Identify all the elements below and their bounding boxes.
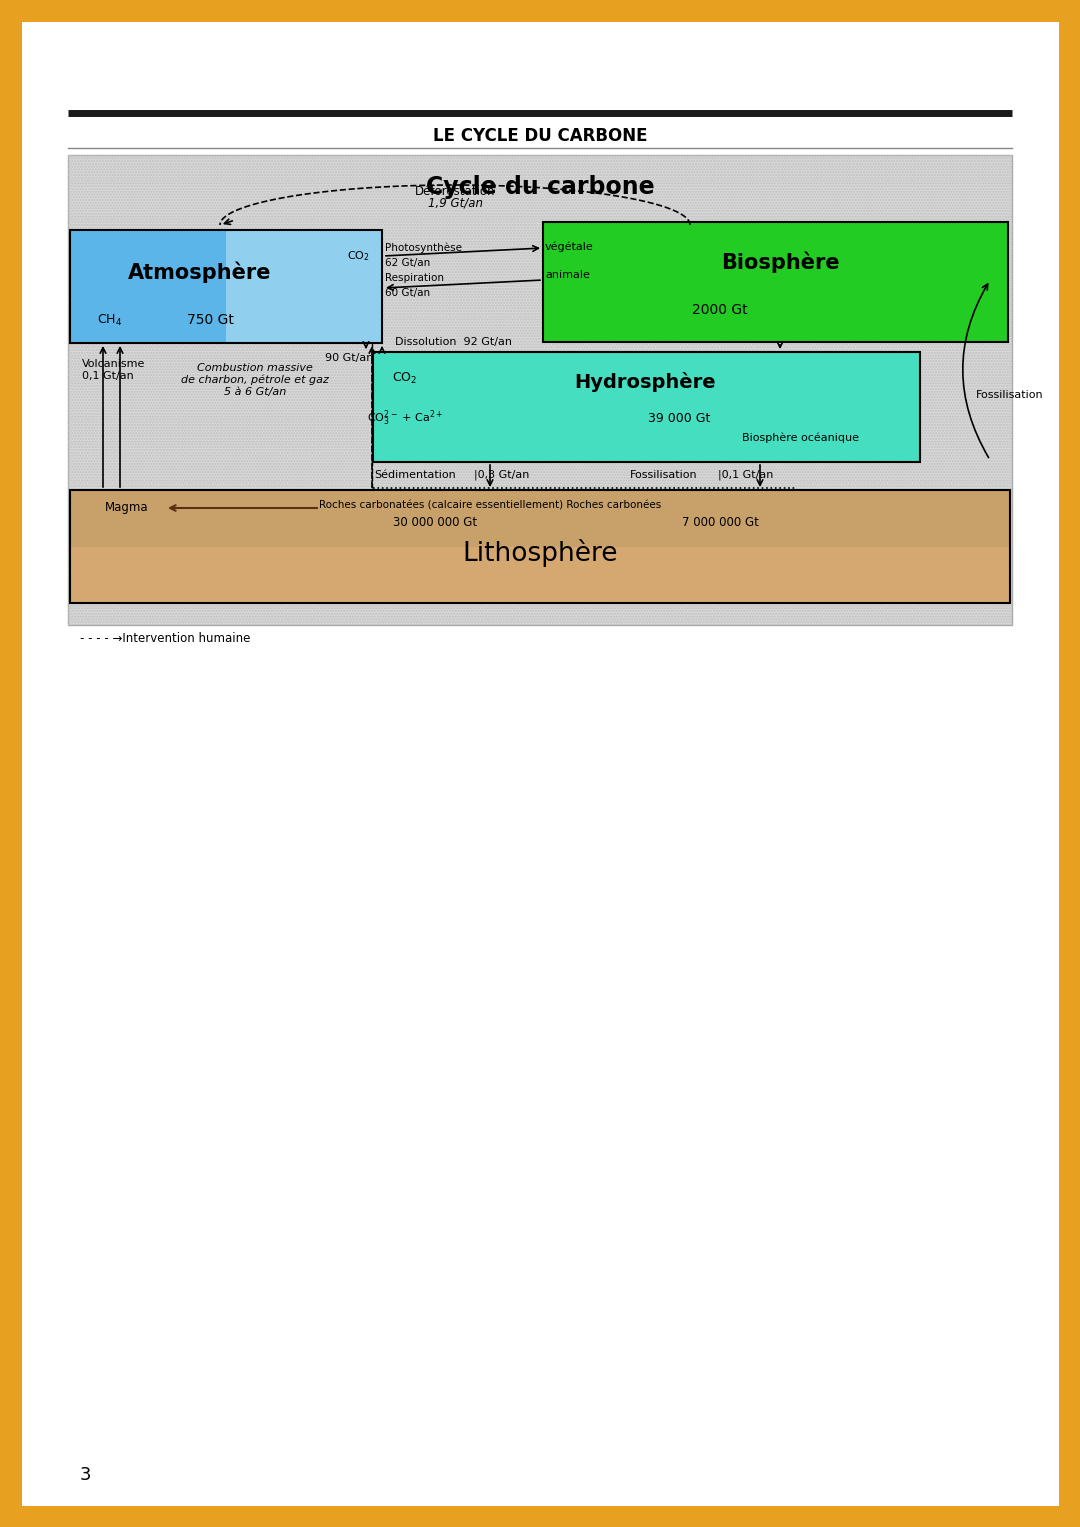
Text: Hydrosphère: Hydrosphère	[575, 373, 716, 392]
Text: Atmosphère: Atmosphère	[129, 261, 272, 282]
Text: 2000 Gt: 2000 Gt	[692, 302, 747, 318]
Text: |0,3 Gt/an: |0,3 Gt/an	[474, 470, 529, 481]
Bar	[373, 353, 920, 463]
Text: végétale: végétale	[545, 241, 594, 252]
Text: 30 000 000 Gt: 30 000 000 Gt	[393, 516, 477, 528]
Text: 62 Gt/an: 62 Gt/an	[384, 258, 430, 269]
Text: Fossilisation: Fossilisation	[630, 470, 698, 479]
Text: Respiration: Respiration	[384, 273, 444, 282]
Text: Lithosphère: Lithosphère	[462, 539, 618, 567]
Text: Déforestation: Déforestation	[415, 185, 496, 199]
Text: CO$_2$: CO$_2$	[348, 249, 370, 263]
Bar	[68, 156, 1012, 625]
Bar	[543, 221, 1008, 342]
Bar	[70, 547, 1010, 603]
Bar	[68, 156, 1012, 625]
Text: Volcanisme
0,1 Gt/an: Volcanisme 0,1 Gt/an	[82, 359, 146, 380]
Bar	[70, 231, 226, 344]
Text: CO$_2$: CO$_2$	[392, 371, 418, 385]
Text: Biosphère: Biosphère	[720, 252, 839, 273]
Text: |0,1 Gt/an: |0,1 Gt/an	[718, 470, 773, 481]
Bar	[70, 490, 1010, 603]
Text: 7 000 000 Gt: 7 000 000 Gt	[681, 516, 758, 528]
Text: Magma: Magma	[105, 501, 149, 515]
Text: 39 000 Gt: 39 000 Gt	[648, 411, 711, 425]
Text: Sédimentation: Sédimentation	[374, 470, 456, 479]
Text: Combustion massive
de charbon, pétrole et gaz
5 à 6 Gt/an: Combustion massive de charbon, pétrole e…	[181, 363, 329, 397]
Bar	[70, 231, 382, 344]
Text: 3: 3	[80, 1466, 92, 1484]
Text: animale: animale	[545, 270, 590, 279]
Text: LE CYCLE DU CARBONE: LE CYCLE DU CARBONE	[433, 127, 647, 145]
Text: Fossilisation: Fossilisation	[976, 389, 1043, 400]
Text: Photosynthèse: Photosynthèse	[384, 243, 462, 253]
Text: - - - - →Intervention humaine: - - - - →Intervention humaine	[80, 632, 251, 644]
Text: CO$_3^{2-}$ + Ca$^{2+}$: CO$_3^{2-}$ + Ca$^{2+}$	[367, 408, 443, 428]
Text: CH$_4$: CH$_4$	[97, 313, 123, 328]
Text: Dissolution  92 Gt/an: Dissolution 92 Gt/an	[395, 337, 512, 347]
Text: 90 Gt/an: 90 Gt/an	[325, 353, 373, 363]
Text: Biosphère océanique: Biosphère océanique	[742, 432, 859, 443]
Text: Roches carbonatées (calcaire essentiellement) Roches carbonées: Roches carbonatées (calcaire essentielle…	[319, 501, 661, 512]
Bar	[226, 231, 382, 344]
Text: 60 Gt/an: 60 Gt/an	[384, 289, 430, 298]
Text: Cycle du carbone: Cycle du carbone	[426, 176, 654, 199]
Bar	[70, 490, 1010, 547]
Text: 750 Gt: 750 Gt	[187, 313, 233, 327]
Text: 1,9 Gt/an: 1,9 Gt/an	[428, 197, 483, 211]
